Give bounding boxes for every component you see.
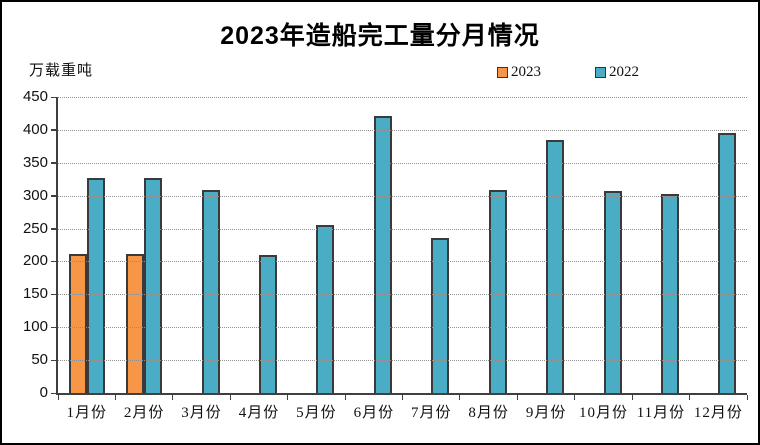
category-group-11月份	[632, 97, 689, 393]
legend-label: 2023	[511, 64, 541, 80]
bar-2022-3月份	[201, 190, 220, 393]
y-axis-tick	[51, 195, 56, 197]
category-group-8月份	[460, 97, 517, 393]
x-axis-label-12月份: 12月份	[693, 405, 743, 421]
bar-2022-10月份	[603, 191, 622, 393]
x-axis-tick	[574, 395, 576, 400]
bar-2022-6月份	[373, 116, 392, 393]
y-axis-tick-label-150: 150	[22, 285, 48, 303]
category-group-3月份	[173, 97, 230, 393]
x-axis-label-10月份: 10月份	[579, 405, 629, 421]
x-axis-tick	[689, 395, 691, 400]
y-axis-tick-label-400: 400	[22, 120, 48, 138]
x-axis-label-9月份: 9月份	[525, 405, 567, 421]
category-group-10月份	[575, 97, 632, 393]
gridline-350	[58, 162, 747, 164]
bar-2022-7月份	[431, 238, 450, 393]
x-axis-tick	[459, 395, 461, 400]
x-axis-label-11月份: 11月份	[636, 405, 686, 421]
y-axis-tick	[51, 96, 56, 98]
x-axis-tick-labels: 1月份 2月份 3月份 4月份 5月份 6月份 7月份 8月份 9月份 10月份 11月份 12月份	[58, 401, 747, 422]
x-axis-tick	[402, 395, 403, 400]
x-axis-label-4月份: 4月份	[238, 405, 280, 421]
bars-container	[58, 97, 747, 393]
y-axis-tick-label-250: 250	[22, 219, 48, 237]
legend-swatch-icon	[595, 67, 606, 78]
x-axis-label-3月份: 3月份	[181, 405, 222, 421]
gridline-300	[58, 195, 747, 197]
bar-2022-1月份	[86, 177, 105, 393]
y-axis-tick-label-350: 350	[22, 153, 48, 171]
x-axis-label-8月份: 8月份	[468, 405, 509, 421]
x-axis-label-5月份: 5月份	[296, 405, 337, 421]
bar-2022-9月份	[546, 139, 565, 393]
y-axis-tick-labels: 0 50 100 150 200 250 300 350 400 450	[2, 88, 48, 401]
gridline-150	[58, 294, 747, 296]
bar-2022-11月份	[660, 193, 679, 393]
y-axis-tick	[51, 359, 56, 362]
y-axis-tick-label-50: 50	[31, 351, 48, 369]
x-axis-tick	[344, 395, 346, 400]
category-group-12月份	[690, 97, 747, 393]
y-axis-tick-label-200: 200	[22, 252, 48, 270]
gridline-100	[58, 327, 747, 329]
y-axis-tick	[51, 260, 56, 263]
legend: 2023 2022	[497, 64, 639, 81]
category-group-9月份	[517, 97, 574, 393]
y-axis-tick-label-300: 300	[22, 186, 48, 204]
y-axis-tick	[51, 326, 56, 329]
chart-title: 2023年造船完工量分月情况	[220, 22, 540, 50]
bar-2022-5月份	[316, 224, 335, 393]
x-axis-tick	[746, 395, 748, 400]
plot-area	[51, 96, 748, 400]
x-axis-tick	[172, 395, 174, 400]
legend-swatch-icon	[497, 67, 508, 78]
legend-item-2022: 2022	[595, 64, 639, 81]
category-group-4月份	[230, 97, 287, 393]
bar-2022-2月份	[144, 177, 163, 393]
x-axis-label-2月份: 2月份	[123, 405, 165, 421]
category-group-1月份	[58, 97, 115, 393]
gridline-250	[58, 228, 747, 230]
category-group-6月份	[345, 97, 402, 393]
x-axis-tick	[57, 395, 59, 400]
y-axis-tick	[51, 293, 56, 296]
y-axis-unit-label: 万载重吨	[29, 63, 94, 79]
category-group-7月份	[403, 97, 460, 393]
category-group-2月份	[115, 97, 172, 393]
y-axis-tick	[51, 228, 56, 230]
y-axis-tick-label-100: 100	[22, 318, 48, 336]
y-axis-tick-label-0: 0	[39, 384, 48, 401]
bar-2023-1月份	[68, 254, 87, 393]
category-group-5月份	[288, 97, 345, 393]
bar-2022-8月份	[488, 189, 507, 393]
y-axis-tick	[51, 162, 56, 164]
bar-2023-2月份	[126, 254, 145, 393]
bar-2022-4月份	[258, 254, 277, 393]
gridline-400	[58, 129, 747, 131]
y-axis-tick-label-450: 450	[22, 88, 48, 105]
gridline-200	[58, 261, 747, 263]
y-axis-tick	[51, 129, 56, 131]
x-axis-tick	[229, 395, 231, 400]
y-axis-tick	[51, 392, 56, 394]
x-axis-tick	[516, 395, 518, 400]
x-axis-tick	[631, 395, 633, 400]
legend-item-2023: 2023	[497, 64, 541, 81]
legend-label: 2022	[609, 64, 639, 80]
x-axis-label-1月份: 1月份	[66, 405, 107, 421]
x-axis-label-6月份: 6月份	[353, 405, 395, 421]
bar-2022-12月份	[718, 132, 737, 393]
x-axis-tick	[114, 395, 116, 400]
gridline-50	[58, 360, 747, 362]
gridline-450	[58, 97, 747, 98]
x-axis-label-7月份: 7月份	[410, 405, 452, 421]
x-axis-tick	[287, 395, 289, 400]
